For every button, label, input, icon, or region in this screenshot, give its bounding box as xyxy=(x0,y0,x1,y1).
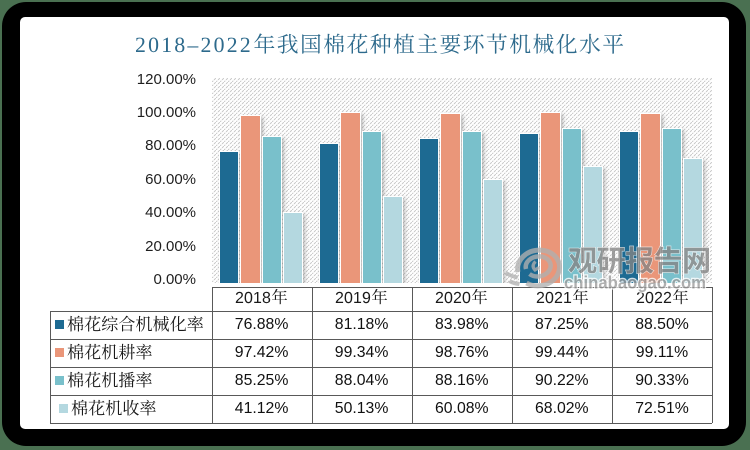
svg-text:chinabaogao.com: chinabaogao.com xyxy=(564,273,706,293)
